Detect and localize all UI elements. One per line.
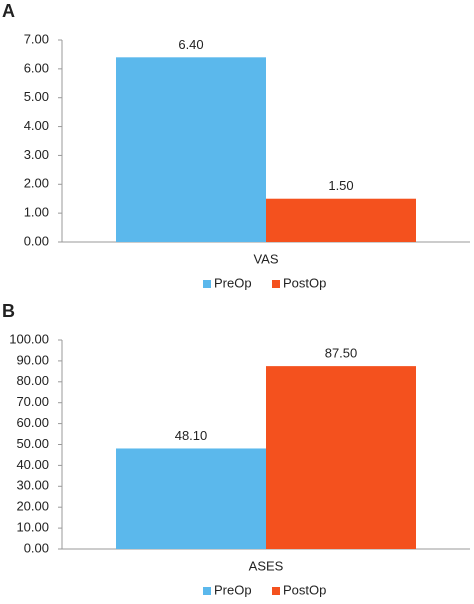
value-label: 6.40	[178, 37, 203, 52]
bar	[266, 366, 416, 549]
legend-swatch	[203, 280, 211, 288]
y-tick-label: 10.00	[16, 520, 49, 535]
legend-label: PreOp	[214, 275, 252, 290]
bar	[116, 57, 266, 242]
legend-swatch	[203, 587, 211, 595]
y-tick-label: 3.00	[24, 147, 49, 162]
y-tick-label: 2.00	[24, 176, 49, 191]
legend-label: PostOp	[283, 582, 326, 597]
panel-label: A	[2, 1, 15, 21]
panel-label: B	[2, 301, 15, 321]
x-tick-label: VAS	[253, 251, 278, 266]
y-tick-label: 7.00	[24, 31, 49, 46]
legend-swatch	[272, 587, 280, 595]
y-tick-label: 1.00	[24, 205, 49, 220]
bar	[116, 448, 266, 549]
x-tick-label: ASES	[249, 558, 284, 573]
y-tick-label: 4.00	[24, 118, 49, 133]
y-tick-label: 100.00	[9, 331, 49, 346]
y-tick-label: 40.00	[16, 457, 49, 472]
y-tick-label: 0.00	[24, 540, 49, 555]
bar	[266, 198, 416, 242]
y-tick-label: 90.00	[16, 352, 49, 367]
y-tick-label: 70.00	[16, 394, 49, 409]
value-label: 48.10	[175, 428, 208, 443]
legend-label: PreOp	[214, 582, 252, 597]
y-tick-label: 6.00	[24, 60, 49, 75]
y-tick-label: 50.00	[16, 436, 49, 451]
value-label: 1.50	[328, 178, 353, 193]
legend-label: PostOp	[283, 275, 326, 290]
y-tick-label: 5.00	[24, 89, 49, 104]
legend-swatch	[272, 280, 280, 288]
y-tick-label: 60.00	[16, 415, 49, 430]
value-label: 87.50	[325, 346, 358, 361]
y-tick-label: 80.00	[16, 373, 49, 388]
y-tick-label: 30.00	[16, 478, 49, 493]
y-tick-label: 0.00	[24, 233, 49, 248]
y-tick-label: 20.00	[16, 499, 49, 514]
